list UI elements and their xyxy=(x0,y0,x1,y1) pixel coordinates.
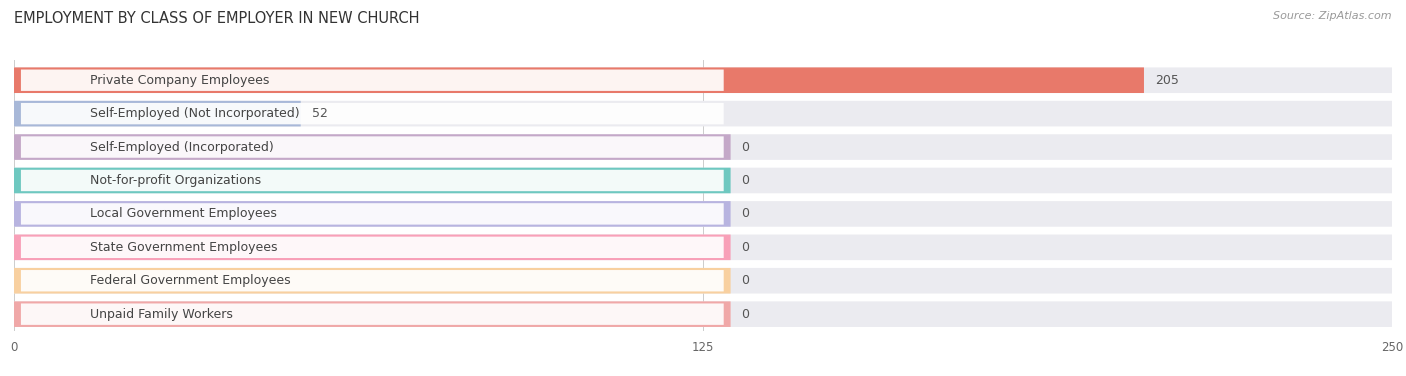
FancyBboxPatch shape xyxy=(14,134,731,160)
Text: EMPLOYMENT BY CLASS OF EMPLOYER IN NEW CHURCH: EMPLOYMENT BY CLASS OF EMPLOYER IN NEW C… xyxy=(14,11,419,26)
Text: Not-for-profit Organizations: Not-for-profit Organizations xyxy=(90,174,262,187)
Text: 0: 0 xyxy=(741,274,749,287)
Text: 0: 0 xyxy=(741,208,749,220)
FancyBboxPatch shape xyxy=(21,303,724,325)
FancyBboxPatch shape xyxy=(21,170,724,191)
Text: Self-Employed (Not Incorporated): Self-Employed (Not Incorporated) xyxy=(90,107,299,120)
FancyBboxPatch shape xyxy=(14,201,731,227)
FancyBboxPatch shape xyxy=(21,270,724,291)
Text: Unpaid Family Workers: Unpaid Family Workers xyxy=(90,308,233,321)
Text: Private Company Employees: Private Company Employees xyxy=(90,74,269,87)
FancyBboxPatch shape xyxy=(14,268,731,294)
Text: State Government Employees: State Government Employees xyxy=(90,241,277,254)
FancyBboxPatch shape xyxy=(21,237,724,258)
FancyBboxPatch shape xyxy=(14,101,1392,126)
FancyBboxPatch shape xyxy=(14,235,1392,260)
FancyBboxPatch shape xyxy=(21,70,724,91)
FancyBboxPatch shape xyxy=(21,203,724,224)
Text: 0: 0 xyxy=(741,308,749,321)
Text: 0: 0 xyxy=(741,174,749,187)
FancyBboxPatch shape xyxy=(21,136,724,158)
Text: Source: ZipAtlas.com: Source: ZipAtlas.com xyxy=(1274,11,1392,21)
FancyBboxPatch shape xyxy=(14,101,301,126)
FancyBboxPatch shape xyxy=(21,103,724,124)
Text: Local Government Employees: Local Government Employees xyxy=(90,208,277,220)
FancyBboxPatch shape xyxy=(14,67,1392,93)
Text: 52: 52 xyxy=(312,107,328,120)
FancyBboxPatch shape xyxy=(14,302,1392,327)
Text: Self-Employed (Incorporated): Self-Employed (Incorporated) xyxy=(90,141,274,153)
FancyBboxPatch shape xyxy=(14,302,731,327)
Text: 0: 0 xyxy=(741,241,749,254)
Text: 0: 0 xyxy=(741,141,749,153)
Text: Federal Government Employees: Federal Government Employees xyxy=(90,274,291,287)
FancyBboxPatch shape xyxy=(14,134,1392,160)
FancyBboxPatch shape xyxy=(14,268,1392,294)
Text: 205: 205 xyxy=(1154,74,1178,87)
FancyBboxPatch shape xyxy=(14,67,1144,93)
FancyBboxPatch shape xyxy=(14,168,1392,193)
FancyBboxPatch shape xyxy=(14,201,1392,227)
FancyBboxPatch shape xyxy=(14,168,731,193)
FancyBboxPatch shape xyxy=(14,235,731,260)
